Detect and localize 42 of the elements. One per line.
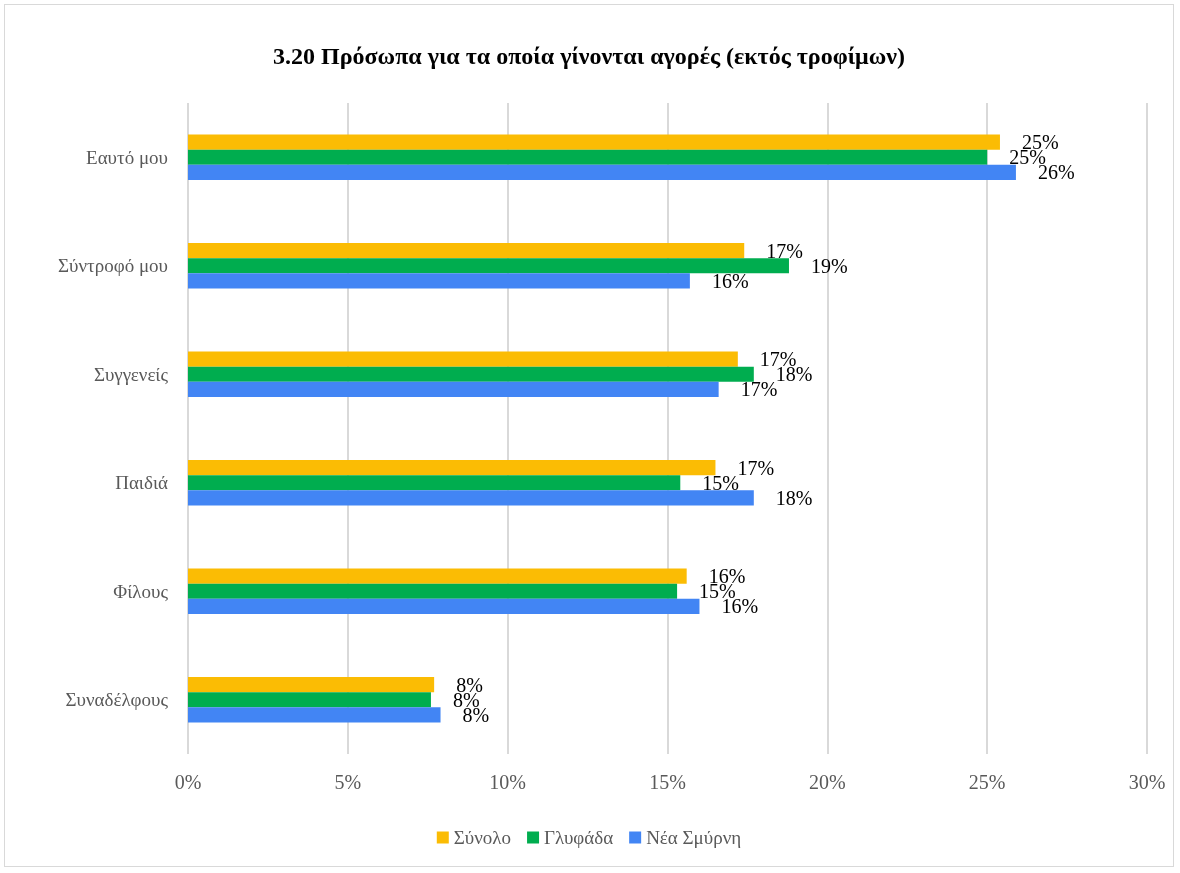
- bar: [188, 475, 681, 491]
- bar: [188, 164, 1016, 181]
- bar: [188, 490, 754, 506]
- bar: [188, 273, 690, 289]
- x-tick-label: 5%: [334, 771, 362, 793]
- data-label: 17%: [766, 239, 803, 262]
- x-tick-label: 30%: [1128, 771, 1166, 793]
- data-label: 17%: [737, 456, 775, 479]
- bar: [188, 568, 687, 584]
- data-label: 18%: [775, 486, 813, 509]
- y-tick-label: Εαυτό μου: [86, 146, 168, 168]
- legend-label: Νέα Σμύρνη: [646, 827, 742, 848]
- data-label: 16%: [711, 269, 749, 292]
- x-tick-label: 20%: [809, 771, 846, 793]
- bar: [188, 583, 678, 599]
- data-label: 19%: [810, 254, 848, 277]
- legend-label: Σύνολο: [453, 827, 512, 848]
- chart-title: 3.20 Πρόσωπα για τα οποία γίνονται αγορές (εκτός τροφίμων): [273, 43, 905, 69]
- bar: [188, 598, 700, 615]
- bar: [188, 707, 441, 723]
- bar: [188, 134, 1000, 150]
- bar: [188, 366, 754, 382]
- bar: [188, 459, 716, 476]
- y-tick-label: Σύντροφό μου: [58, 255, 168, 277]
- bar: [188, 351, 738, 367]
- y-tick-label: Παιδιά: [115, 472, 169, 494]
- y-tick-label: Συγγενείς: [93, 363, 169, 385]
- bar: [188, 149, 988, 165]
- bar: [188, 258, 789, 274]
- legend-label: Γλυφάδα: [544, 827, 614, 848]
- data-label: 15%: [702, 471, 739, 494]
- bar: [188, 381, 719, 398]
- bar: [188, 692, 431, 708]
- x-tick-label: 0%: [174, 771, 202, 793]
- y-tick-label: Φίλους: [113, 580, 169, 602]
- bar: [188, 676, 435, 693]
- x-tick-label: 25%: [968, 771, 1006, 793]
- x-tick-label: 10%: [489, 771, 526, 793]
- bar: [188, 242, 745, 259]
- x-tick-label: 15%: [649, 771, 686, 793]
- y-tick-label: Συναδέλφους: [65, 689, 169, 711]
- data-label: 17%: [740, 378, 778, 401]
